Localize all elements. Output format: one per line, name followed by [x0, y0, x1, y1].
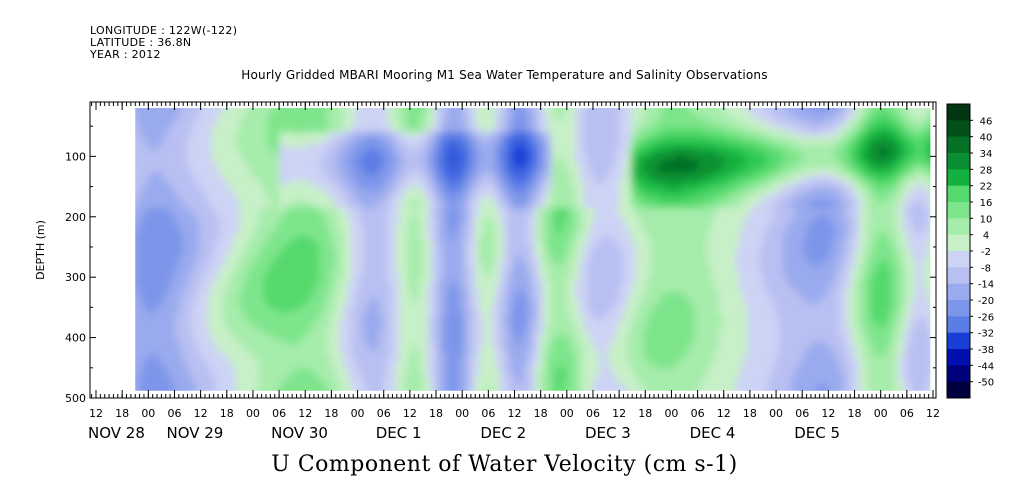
colorbar-label: 16 — [980, 198, 993, 209]
x-hour-tick-label: 12 — [612, 407, 626, 420]
colorbar-swatch — [947, 169, 970, 187]
colorbar-swatch — [947, 251, 970, 268]
colorbar-label: -38 — [978, 345, 994, 356]
x-hour-tick-label: 18 — [534, 407, 548, 420]
x-hour-tick-label: 00 — [141, 407, 155, 420]
heatmap-field — [135, 108, 931, 391]
colorbar-swatch — [947, 104, 970, 121]
colorbar-label: -8 — [981, 263, 991, 274]
y-tick-label: 400 — [65, 332, 86, 345]
colorbar-swatch — [947, 365, 970, 383]
x-hour-tick-label: 06 — [586, 407, 600, 420]
colorbar-swatch — [947, 185, 970, 203]
x-day-label: DEC 3 — [585, 424, 631, 442]
x-hour-tick-label: 18 — [324, 407, 338, 420]
colorbar-swatch — [947, 316, 970, 334]
colorbar-label: 40 — [980, 133, 993, 144]
x-hour-tick-label: 00 — [664, 407, 678, 420]
colorbar-swatch — [947, 120, 970, 138]
x-hour-tick-label: 12 — [508, 407, 522, 420]
colorbar-label: 22 — [980, 182, 993, 193]
x-hour-tick-label: 18 — [429, 407, 443, 420]
colorbar-swatch — [947, 349, 970, 366]
latitude-text: LATITUDE : 36.8N — [90, 36, 192, 49]
longitude-text: LONGITUDE : 122W(-122) — [90, 24, 238, 37]
x-hour-tick-label: 12 — [298, 407, 312, 420]
x-hour-tick-label: 12 — [717, 407, 731, 420]
y-axis-label: DEPTH (m) — [34, 220, 47, 280]
x-day-label: NOV 28 — [88, 424, 145, 442]
colorbar-swatch — [947, 300, 970, 317]
x-hour-tick-label: 12 — [821, 407, 835, 420]
y-tick-label: 300 — [65, 271, 86, 284]
x-day-label: DEC 5 — [794, 424, 840, 442]
colorbar-swatch — [947, 283, 970, 301]
x-hour-tick-label: 06 — [900, 407, 914, 420]
colorbar-label: 10 — [980, 214, 993, 225]
colorbar-label: -20 — [978, 296, 994, 307]
x-hour-tick-label: 06 — [377, 407, 391, 420]
chart-title: Hourly Gridded MBARI Mooring M1 Sea Wate… — [241, 68, 768, 82]
x-hour-tick-label: 06 — [167, 407, 181, 420]
x-hour-tick-label: 18 — [115, 407, 129, 420]
colorbar-label: -14 — [978, 280, 994, 291]
colorbar-swatch — [947, 218, 970, 236]
colorbar-swatch — [947, 202, 970, 219]
colorbar-swatch — [947, 153, 970, 170]
x-hour-tick-label: 18 — [743, 407, 757, 420]
x-hour-tick-label: 00 — [560, 407, 574, 420]
colorbar-swatch — [947, 381, 970, 399]
variable-title: U Component of Water Velocity (cm s-1) — [271, 452, 738, 477]
x-day-label: DEC 1 — [376, 424, 422, 442]
x-hour-tick-label: 12 — [403, 407, 417, 420]
x-hour-tick-label: 06 — [481, 407, 495, 420]
x-day-label: NOV 30 — [271, 424, 328, 442]
x-hour-tick-label: 06 — [691, 407, 705, 420]
colorbar: 46 40 34 28 22 16 10 4 -2 -8 -14 -20 -26 -32 -38 -44 -50 — [946, 103, 994, 399]
colorbar-label: -26 — [978, 312, 994, 323]
x-hour-tick-label: 18 — [848, 407, 862, 420]
x-hour-tick-label: 00 — [246, 407, 260, 420]
colorbar-label: -44 — [978, 361, 994, 372]
colorbar-label: 28 — [980, 165, 993, 176]
x-hour-tick-label: 00 — [769, 407, 783, 420]
colorbar-label: 34 — [980, 149, 993, 160]
x-day-label: NOV 29 — [166, 424, 223, 442]
x-hour-tick-label: 00 — [455, 407, 469, 420]
x-hour-tick-label: 12 — [194, 407, 208, 420]
y-tick-label: 200 — [65, 211, 86, 224]
x-hour-tick-label: 12 — [89, 407, 103, 420]
x-hour-tick-label: 06 — [272, 407, 286, 420]
x-hour-tick-label: 18 — [220, 407, 234, 420]
colorbar-swatch — [947, 234, 970, 252]
x-hour-tick-label: 06 — [795, 407, 809, 420]
y-tick-label: 500 — [65, 392, 86, 405]
x-day-label: DEC 4 — [690, 424, 736, 442]
x-hour-tick-label: 18 — [638, 407, 652, 420]
x-hour-tick-label: 12 — [926, 407, 940, 420]
x-hour-tick-label: 00 — [351, 407, 365, 420]
colorbar-label: -50 — [978, 378, 994, 389]
y-tick-label: 100 — [65, 150, 86, 163]
colorbar-label: -2 — [981, 247, 991, 258]
x-day-label: DEC 2 — [480, 424, 526, 442]
year-text: YEAR : 2012 — [90, 48, 161, 61]
colorbar-swatch — [947, 136, 970, 154]
colorbar-label: 46 — [980, 116, 993, 127]
colorbar-swatch — [947, 332, 970, 350]
colorbar-label: 4 — [983, 231, 989, 242]
x-hour-tick-label: 00 — [874, 407, 888, 420]
colorbar-swatch — [947, 267, 970, 285]
colorbar-label: -32 — [978, 329, 994, 340]
